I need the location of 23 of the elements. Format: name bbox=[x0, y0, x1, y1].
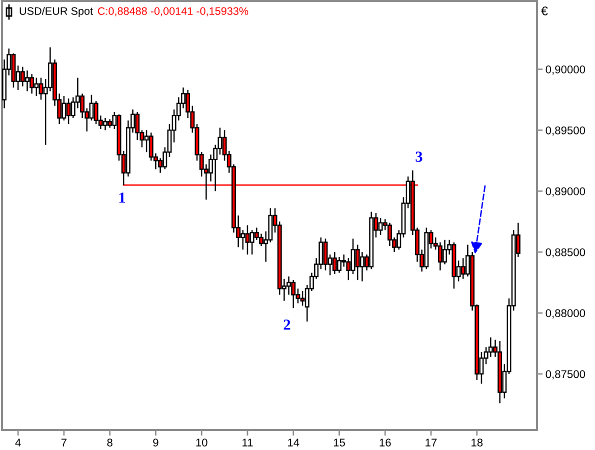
y-tick-label: 0,88500 bbox=[546, 248, 586, 258]
y-tick-label: 0,89500 bbox=[546, 126, 586, 136]
y-tick-label: 0,88000 bbox=[546, 309, 586, 318]
x-tick-label: 18 bbox=[472, 438, 483, 446]
text: USD/EUR Spot bbox=[20, 6, 93, 18]
x-tick-label: 16 bbox=[380, 438, 391, 446]
y-tick-label: 0,89000 bbox=[546, 187, 586, 197]
annotation: 3 bbox=[416, 152, 422, 162]
x-tick-label: 9 bbox=[153, 438, 158, 446]
y-tick-label: 0,87500 bbox=[546, 370, 586, 380]
x-tick-label: 14 bbox=[288, 438, 300, 446]
x-tick-label: 8 bbox=[107, 438, 112, 446]
y-tick-label: 0,90000 bbox=[546, 66, 586, 75]
annotation: 1 bbox=[119, 192, 126, 203]
x-tick-label: 15 bbox=[334, 438, 345, 446]
x-tick-label: 4 bbox=[15, 438, 21, 446]
x-tick-label: 17 bbox=[426, 438, 437, 446]
x-tick-label: 10 bbox=[196, 438, 208, 446]
chart-subtitle: C:0,88488 -0,00141 -0,15933% bbox=[98, 7, 248, 16]
annotation: 2 bbox=[284, 320, 290, 330]
y-axis-title: € bbox=[541, 6, 548, 16]
x-tick-label: 7 bbox=[61, 438, 66, 446]
x-tick-label: 11 bbox=[242, 438, 253, 446]
